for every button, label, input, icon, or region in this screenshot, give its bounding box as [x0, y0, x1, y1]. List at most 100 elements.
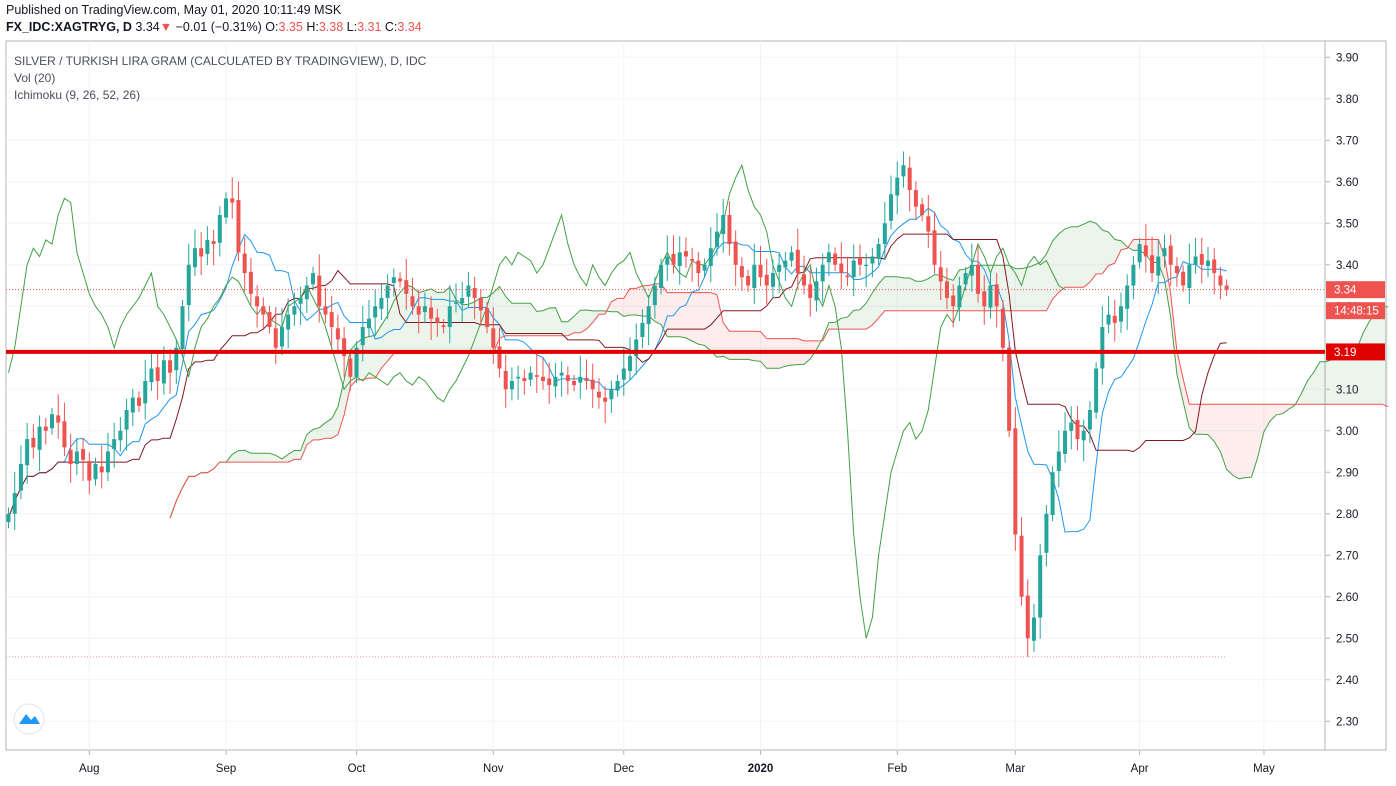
- legend-title: SILVER / TURKISH LIRA GRAM (CALCULATED B…: [14, 54, 427, 68]
- candle-up: [957, 285, 962, 308]
- high-label: H:: [306, 20, 319, 34]
- candle-up: [963, 273, 968, 285]
- grid: [6, 41, 1325, 750]
- cloud-segment: [313, 427, 320, 440]
- cloud-segment: [1313, 361, 1320, 405]
- candle-down: [404, 280, 409, 294]
- cloud-segment: [1189, 404, 1196, 435]
- symbol-label[interactable]: FX_IDC:XAGTRYG, D: [6, 20, 132, 34]
- ichimoku-cloud: [170, 221, 1389, 518]
- time-tick-label: Mar: [1005, 763, 1025, 775]
- cloud-segment: [1040, 253, 1047, 311]
- candle-up: [205, 239, 210, 254]
- candle-up: [677, 252, 682, 267]
- cloud-segment: [1350, 347, 1358, 405]
- cloud-segment: [431, 288, 438, 354]
- cloud-segment: [692, 292, 699, 345]
- candle-down: [1199, 253, 1204, 265]
- legend-ichimoku[interactable]: Ichimoku (9, 26, 52, 26): [14, 88, 140, 102]
- candle-up: [37, 426, 42, 450]
- cloud-segment: [1195, 404, 1202, 435]
- time-tick-label: Nov: [483, 763, 504, 775]
- candle-down: [1143, 245, 1148, 257]
- cloud-segment: [1363, 321, 1370, 405]
- cloud-segment: [1251, 404, 1258, 478]
- cloud-segment: [1220, 404, 1227, 470]
- legend-volume[interactable]: Vol (20): [14, 71, 55, 85]
- price-tick-label: 3.40: [1336, 260, 1358, 272]
- candle-down: [690, 258, 695, 261]
- candle-up: [988, 285, 993, 308]
- lagging-span: [8, 163, 1066, 639]
- candle-up: [777, 264, 782, 272]
- candle-up: [360, 327, 365, 346]
- candle-up: [192, 248, 197, 268]
- candle-down: [596, 391, 601, 398]
- cloud-segment: [555, 307, 562, 336]
- candle-up: [1137, 244, 1142, 263]
- cloud-segment: [1021, 267, 1028, 311]
- candle-down: [764, 274, 769, 286]
- price-tick-label: 3.50: [1336, 218, 1358, 230]
- candle-down: [758, 264, 763, 278]
- time-axis[interactable]: Aug Sep Oct Nov Dec 2020 Feb Mar Apr May: [79, 750, 1275, 775]
- tradingview-logo-icon[interactable]: [13, 703, 45, 735]
- candle-up: [93, 463, 98, 480]
- candle-down: [211, 241, 216, 245]
- cloud-segment: [667, 292, 674, 337]
- cloud-segment: [1307, 372, 1314, 405]
- candle-up: [876, 244, 881, 259]
- candle-down: [31, 437, 36, 448]
- candle-up: [851, 260, 856, 278]
- candle-down: [497, 346, 502, 369]
- cloud-segment: [250, 453, 258, 463]
- hline-price-tag: 3.19: [1334, 347, 1356, 359]
- cloud-segment: [741, 331, 749, 360]
- candle-down: [56, 415, 61, 423]
- cloud-segment: [661, 283, 668, 337]
- cloud-segment: [1065, 226, 1072, 288]
- cloud-segment: [704, 292, 711, 351]
- candle-up: [1056, 451, 1061, 472]
- candle-down: [81, 449, 86, 460]
- candle-up: [1087, 410, 1092, 430]
- cloud-segment: [232, 450, 239, 463]
- candle-down: [62, 421, 67, 448]
- candle-down: [43, 426, 48, 431]
- cloud-segment: [1226, 404, 1233, 476]
- cloud-segment: [630, 288, 637, 315]
- candle-up: [279, 327, 284, 347]
- price-tick-label: 3.70: [1336, 135, 1358, 147]
- cloud-segment: [828, 322, 836, 330]
- candle-up: [820, 264, 825, 282]
- cloud-segment: [598, 310, 606, 315]
- candle-up: [770, 273, 775, 287]
- candle-up: [646, 306, 651, 325]
- price-tick-label: 3.90: [1336, 52, 1358, 64]
- candle-down: [441, 325, 446, 328]
- candle-down: [99, 466, 104, 473]
- candle-down: [584, 378, 589, 381]
- price-tick-label: 2.30: [1336, 716, 1358, 728]
- candle-down: [267, 312, 272, 328]
- cloud-segment: [735, 331, 742, 360]
- cloud-segment: [1164, 256, 1171, 318]
- time-tick-label: May: [1253, 763, 1275, 775]
- candle-up: [105, 451, 110, 473]
- cloud-segment: [474, 297, 481, 354]
- candle-down: [1112, 315, 1117, 323]
- cloud-segment: [424, 288, 432, 354]
- candle-down: [833, 253, 838, 265]
- cloud-segment: [1270, 404, 1277, 421]
- candle-up: [1131, 264, 1136, 286]
- candle-down: [733, 241, 738, 265]
- chart-header: Published on TradingView.com, May 01, 20…: [6, 2, 1386, 40]
- candle-up: [354, 347, 359, 377]
- candle-up: [1187, 264, 1192, 289]
- cloud-segment: [1108, 232, 1115, 266]
- time-tick-label: Dec: [614, 763, 635, 775]
- candle-down: [994, 284, 999, 307]
- candle-up: [889, 194, 894, 221]
- price-axis[interactable]: 3.903.803.703.603.503.403.303.203.103.00…: [1325, 52, 1385, 728]
